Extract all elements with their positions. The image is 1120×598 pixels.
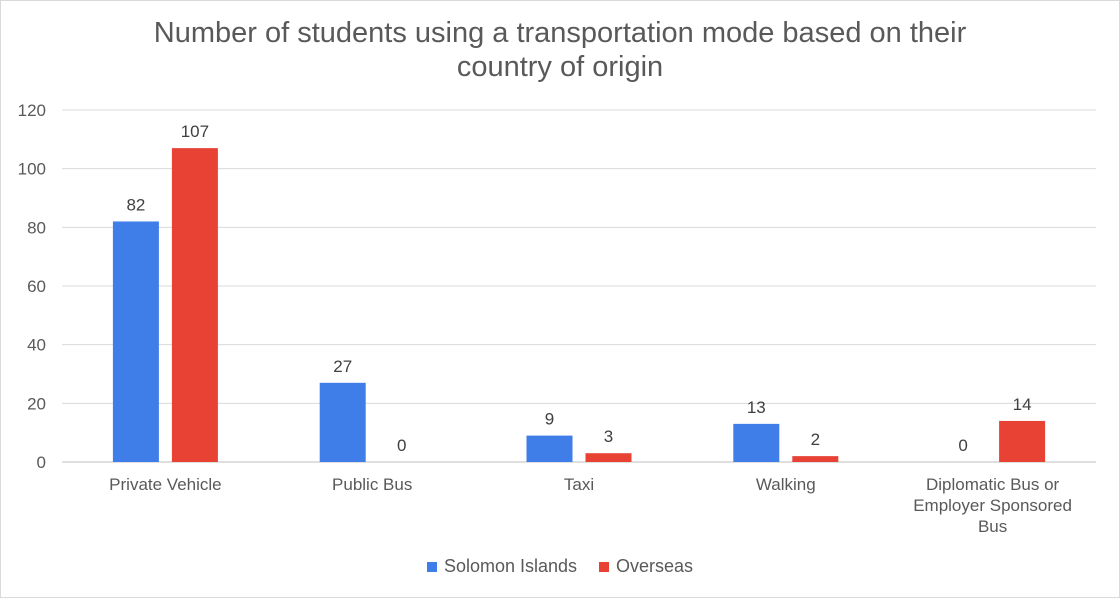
data-label: 13 bbox=[747, 398, 766, 417]
bar-overseas bbox=[171, 148, 218, 462]
data-label: 27 bbox=[333, 357, 352, 376]
data-label: 9 bbox=[545, 410, 554, 429]
y-tick-label: 40 bbox=[27, 336, 46, 355]
data-label: 107 bbox=[181, 122, 209, 141]
bar-overseas bbox=[999, 420, 1046, 462]
y-tick-label: 80 bbox=[27, 218, 46, 237]
data-label: 2 bbox=[811, 430, 820, 449]
data-label: 0 bbox=[397, 436, 406, 455]
x-tick-label: Private Vehicle bbox=[109, 475, 221, 494]
data-label: 82 bbox=[126, 195, 145, 214]
x-tick-label: Walking bbox=[756, 475, 816, 494]
y-tick-label: 60 bbox=[27, 277, 46, 296]
data-label: 14 bbox=[1013, 395, 1032, 414]
y-tick-label: 0 bbox=[37, 453, 46, 472]
chart-title: Number of students using a transportatio… bbox=[0, 16, 1120, 84]
bar-overseas bbox=[585, 453, 632, 462]
x-tick-label: Bus bbox=[978, 517, 1007, 536]
legend-item-overseas: Overseas bbox=[599, 556, 693, 577]
x-tick-label: Public Bus bbox=[332, 475, 412, 494]
legend-label-solomon-islands: Solomon Islands bbox=[443, 556, 578, 576]
x-tick-label: Employer Sponsored bbox=[913, 496, 1072, 515]
y-tick-label: 100 bbox=[18, 160, 46, 179]
y-tick-label: 20 bbox=[27, 394, 46, 413]
legend-swatch-overseas bbox=[599, 561, 610, 572]
bar-solomon-islands bbox=[319, 382, 366, 462]
chart-title-line-2: country of origin bbox=[456, 51, 664, 83]
bar-solomon-islands bbox=[733, 423, 780, 462]
legend-swatch-solomon-islands bbox=[426, 561, 437, 572]
x-tick-label: Taxi bbox=[564, 475, 594, 494]
data-label: 3 bbox=[604, 427, 613, 446]
bar-solomon-islands bbox=[112, 221, 159, 462]
bar-solomon-islands bbox=[526, 435, 573, 462]
bar-overseas bbox=[792, 456, 839, 462]
legend-label-overseas: Overseas bbox=[616, 556, 694, 576]
chart-title-line-1: Number of students using a transportatio… bbox=[153, 17, 967, 49]
chart-legend: Solomon Islands Overseas bbox=[0, 556, 1120, 577]
y-tick-label: 120 bbox=[18, 101, 46, 120]
legend-item-solomon-islands: Solomon Islands bbox=[426, 556, 578, 577]
data-label: 0 bbox=[958, 436, 967, 455]
x-tick-label: Diplomatic Bus or bbox=[926, 475, 1060, 494]
